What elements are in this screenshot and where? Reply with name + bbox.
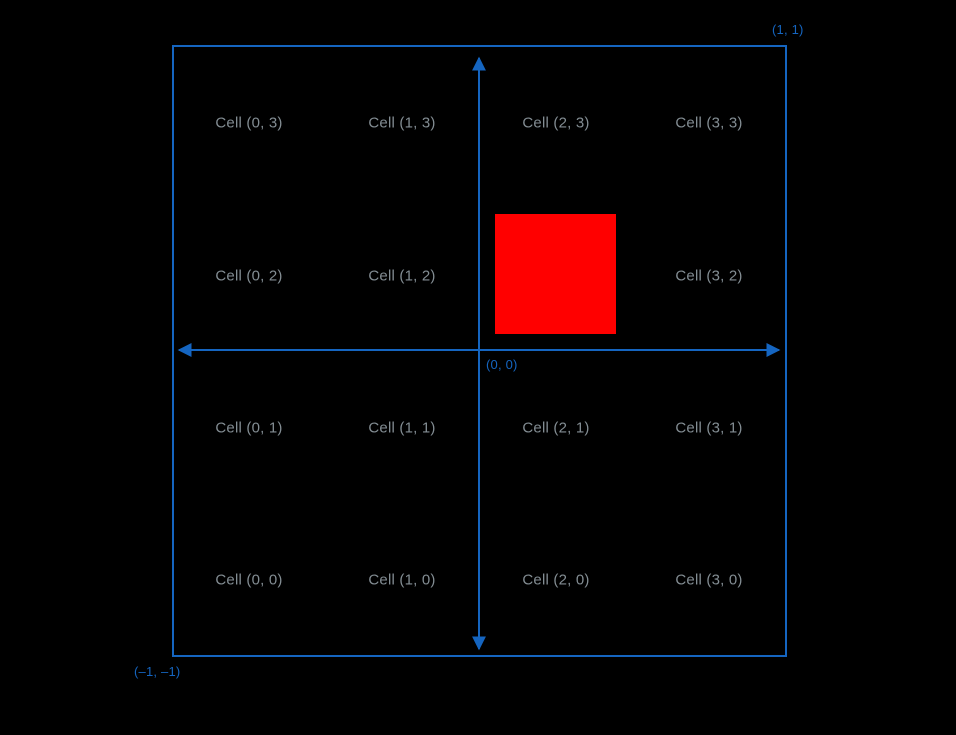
- cell-label-1-0: Cell (1, 0): [368, 571, 436, 589]
- cell-label-1-1: Cell (1, 1): [368, 419, 436, 437]
- cell-label-2-0: Cell (2, 0): [522, 571, 590, 589]
- cell-label-0-0: Cell (0, 0): [215, 571, 283, 589]
- cell-label-2-3: Cell (2, 3): [522, 114, 590, 132]
- cell-label-3-0: Cell (3, 0): [675, 571, 743, 589]
- red-quad: [495, 214, 616, 334]
- cell-label-0-1: Cell (0, 1): [215, 419, 283, 437]
- cell-label-3-1: Cell (3, 1): [675, 419, 743, 437]
- cell-label-0-2: Cell (0, 2): [215, 267, 283, 285]
- cell-label-1-3: Cell (1, 3): [368, 114, 436, 132]
- coord-label-bottom-left: (–1, –1): [134, 664, 181, 679]
- cell-label-2-1: Cell (2, 1): [522, 419, 590, 437]
- cell-label-0-3: Cell (0, 3): [215, 114, 283, 132]
- cell-label-3-2: Cell (3, 2): [675, 267, 743, 285]
- cell-label-1-2: Cell (1, 2): [368, 267, 436, 285]
- coord-label-origin: (0, 0): [486, 357, 518, 372]
- clip-space-box: [172, 45, 787, 657]
- coord-label-top-right: (1, 1): [772, 22, 804, 37]
- cell-label-3-3: Cell (3, 3): [675, 114, 743, 132]
